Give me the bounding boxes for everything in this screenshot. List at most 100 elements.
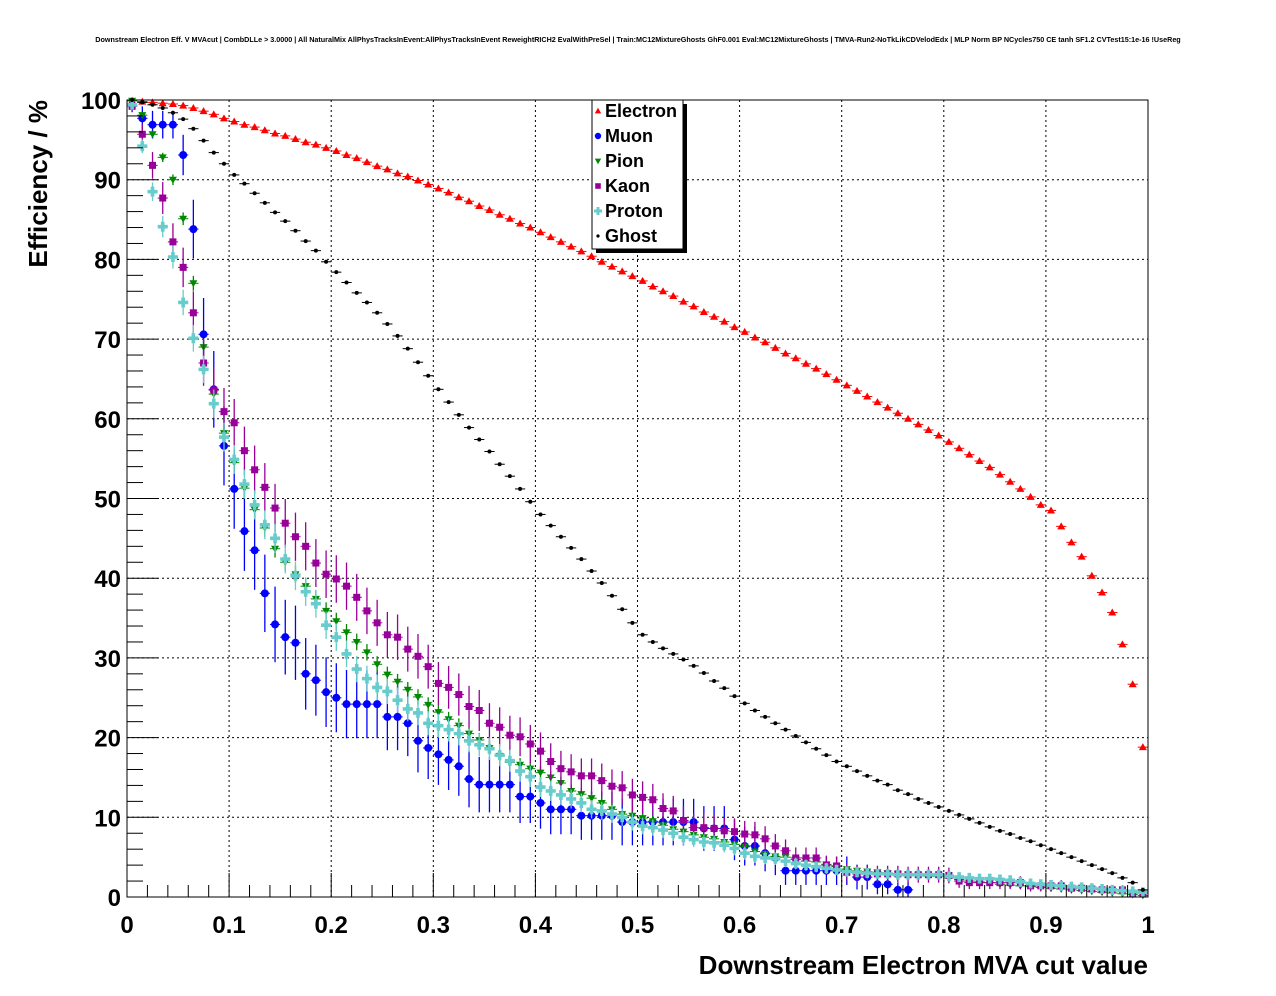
data-point xyxy=(659,287,668,295)
data-point xyxy=(220,408,228,416)
data-point xyxy=(149,161,157,169)
data-point xyxy=(209,110,218,118)
data-point xyxy=(373,661,382,669)
data-point xyxy=(904,414,913,422)
data-point xyxy=(475,202,484,210)
data-point xyxy=(567,805,576,814)
data-point xyxy=(732,694,737,699)
data-point xyxy=(475,780,484,789)
legend-label: Pion xyxy=(605,151,644,171)
data-point xyxy=(518,486,523,491)
legend-item-electron: Electron xyxy=(594,101,677,121)
data-point xyxy=(698,837,709,848)
data-point xyxy=(434,750,443,759)
data-point xyxy=(353,593,361,601)
data-point xyxy=(181,117,186,122)
data-point xyxy=(168,99,177,107)
legend-item-pion: Pion xyxy=(594,151,644,171)
data-point xyxy=(997,828,1002,833)
data-point xyxy=(283,219,288,224)
data-point xyxy=(383,631,391,639)
data-point xyxy=(822,370,831,378)
data-point xyxy=(719,840,730,851)
data-point xyxy=(444,755,453,764)
data-point xyxy=(834,759,839,764)
data-point xyxy=(607,262,616,270)
data-point xyxy=(261,483,269,491)
data-point xyxy=(536,228,545,236)
legend-box xyxy=(591,99,684,250)
legend-marker-icon xyxy=(594,107,602,114)
data-point xyxy=(332,575,340,583)
data-point xyxy=(271,504,279,512)
data-point xyxy=(904,885,913,894)
data-point xyxy=(802,854,810,862)
data-point xyxy=(576,797,587,808)
data-point xyxy=(392,695,403,706)
legend-label: Muon xyxy=(605,126,653,146)
data-point xyxy=(382,686,393,697)
data-point xyxy=(516,219,525,227)
x-tick-label: 0.8 xyxy=(927,912,960,939)
data-point xyxy=(964,872,975,883)
data-point xyxy=(609,593,614,598)
data-point xyxy=(170,110,175,115)
data-point xyxy=(341,648,352,659)
data-point xyxy=(538,512,543,517)
data-point xyxy=(230,419,238,427)
data-point xyxy=(477,437,482,442)
data-point xyxy=(361,673,372,684)
data-point xyxy=(444,188,453,196)
data-point xyxy=(169,238,177,246)
data-point xyxy=(852,867,863,878)
data-point xyxy=(536,798,545,807)
data-point xyxy=(148,131,157,139)
legend-item-muon: Muon xyxy=(594,126,653,146)
data-point xyxy=(649,796,657,804)
data-point xyxy=(569,545,574,550)
data-point xyxy=(832,375,841,383)
legend-item-proton: Proton xyxy=(594,201,663,221)
legend-label: Kaon xyxy=(605,176,650,196)
y-tick-label: 90 xyxy=(94,168,121,195)
data-point xyxy=(259,519,270,530)
data-point xyxy=(589,569,594,574)
data-point xyxy=(484,743,495,754)
data-point xyxy=(1047,506,1056,514)
data-point xyxy=(749,851,760,862)
x-tick-label: 0.6 xyxy=(723,912,756,939)
data-point xyxy=(722,686,727,691)
data-point xyxy=(701,671,706,676)
data-point xyxy=(1036,500,1045,508)
data-point xyxy=(842,381,851,389)
data-point xyxy=(372,682,383,693)
y-axis-label: Efficiency / % xyxy=(23,100,53,268)
data-point xyxy=(291,638,300,647)
y-tick-label: 50 xyxy=(94,487,121,514)
data-point xyxy=(967,816,972,821)
data-point xyxy=(465,197,474,205)
data-point xyxy=(977,820,982,825)
data-point xyxy=(179,101,188,109)
data-point xyxy=(188,333,199,344)
legend-marker-icon xyxy=(594,158,602,165)
data-point xyxy=(405,346,410,351)
data-point xyxy=(975,457,984,465)
data-point xyxy=(403,686,412,694)
data-point xyxy=(373,700,382,709)
data-point xyxy=(812,364,821,372)
data-point xyxy=(1059,851,1064,856)
data-point xyxy=(985,463,994,471)
y-tick-label: 20 xyxy=(94,726,121,753)
data-point xyxy=(516,733,524,741)
data-point xyxy=(332,693,341,702)
data-point xyxy=(189,103,198,111)
data-point xyxy=(311,676,320,685)
data-point xyxy=(946,808,951,813)
data-point xyxy=(791,866,800,875)
data-point xyxy=(249,499,260,510)
data-point xyxy=(373,162,382,170)
data-point xyxy=(362,158,371,166)
data-point xyxy=(700,824,708,832)
data-point xyxy=(710,824,718,832)
